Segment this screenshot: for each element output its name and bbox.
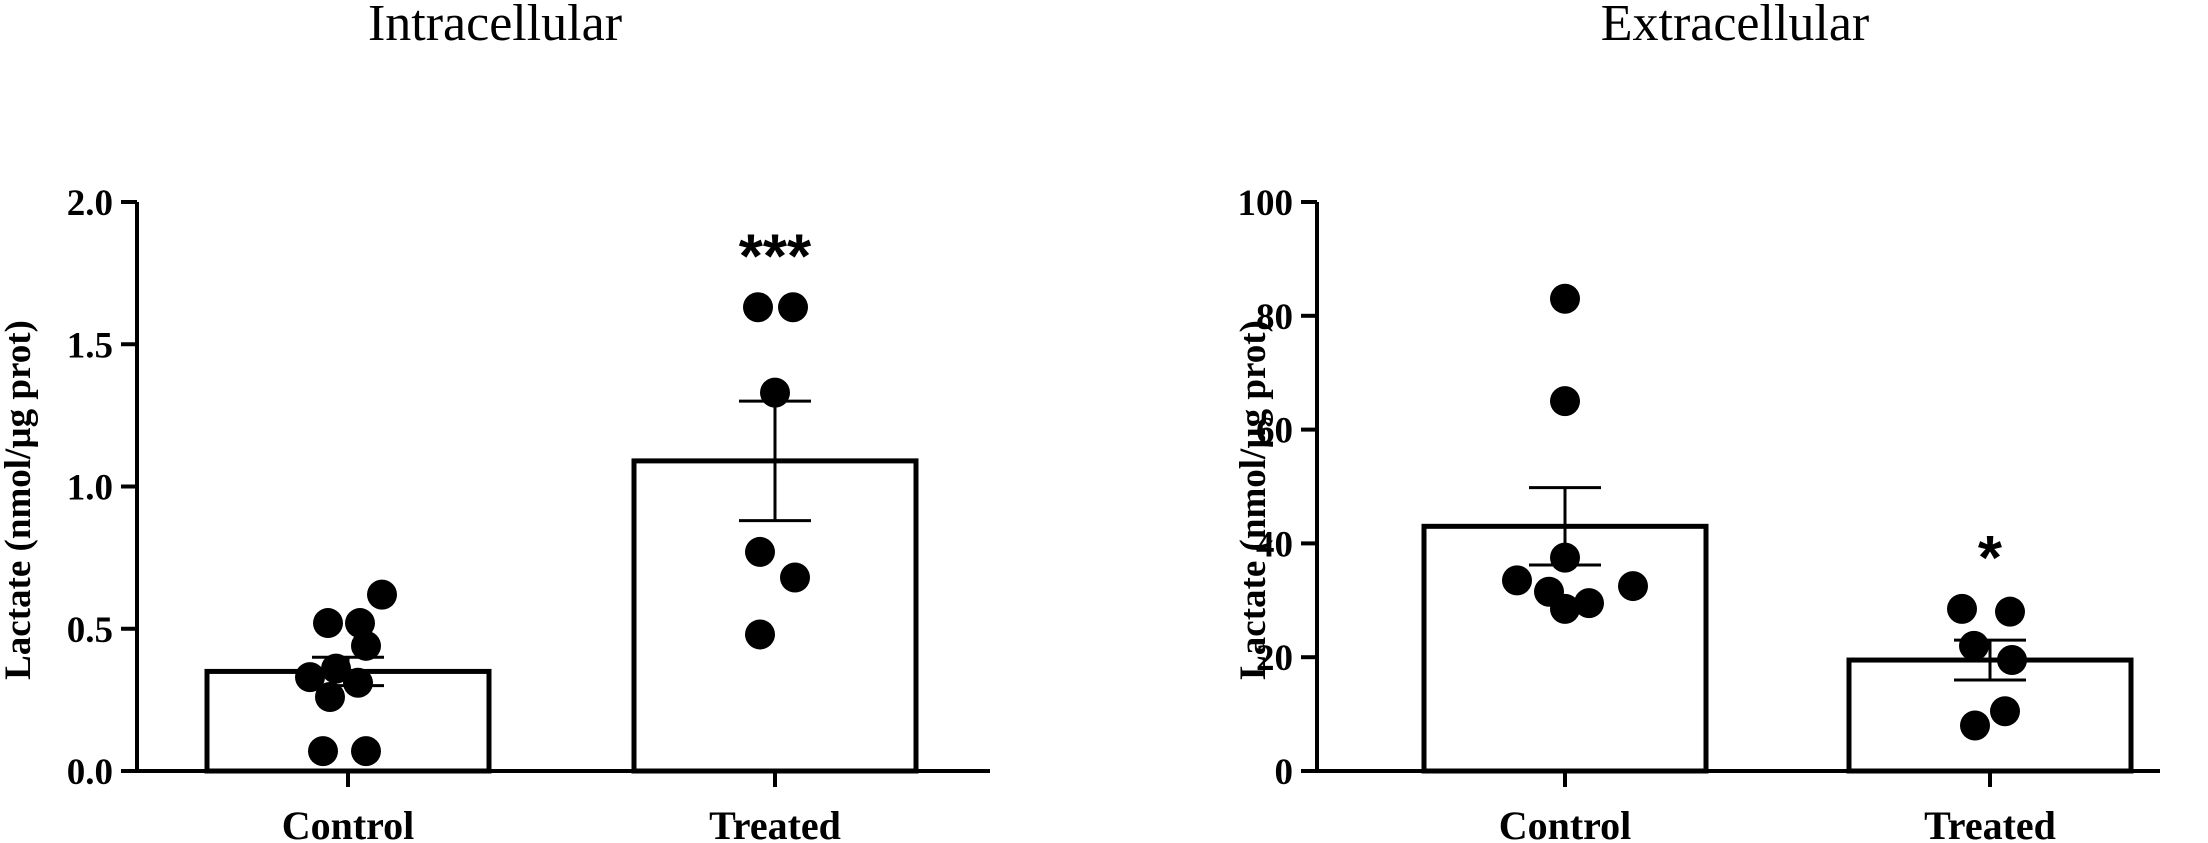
y-tick-label: 1.0 <box>67 468 113 509</box>
data-point <box>1574 588 1604 619</box>
data-point <box>1550 283 1580 314</box>
category-label: Control <box>1499 803 1632 843</box>
data-point <box>778 292 808 323</box>
data-point <box>308 736 338 767</box>
category-label: Treated <box>709 803 841 843</box>
data-point <box>1990 696 2020 727</box>
intracellular-panel: Intracellular Lactate (nmol/µg prot) 0.0… <box>0 0 990 843</box>
data-point <box>315 682 345 713</box>
y-tick-label: 2.0 <box>67 183 113 224</box>
data-point <box>367 579 397 610</box>
data-point <box>760 377 790 408</box>
data-point <box>1960 710 1990 741</box>
data-point <box>1618 571 1648 602</box>
y-axis-label: Lactate (nmol/µg prot) <box>1233 320 1274 680</box>
data-point <box>1550 542 1580 573</box>
data-point <box>351 736 381 767</box>
data-point <box>780 562 810 593</box>
data-point <box>1995 596 2025 627</box>
significance-marker: *** <box>739 222 812 291</box>
data-points <box>295 292 810 767</box>
data-point <box>1550 593 1580 624</box>
y-tick-label: 0.0 <box>67 752 113 793</box>
data-point <box>1550 386 1580 417</box>
data-point <box>313 608 343 639</box>
category-label: Control <box>282 803 415 843</box>
y-tick-label: 80 <box>1256 297 1293 338</box>
data-point <box>321 653 351 684</box>
data-point <box>1502 565 1532 596</box>
significance-marker: * <box>1978 524 2003 593</box>
data-points <box>1502 283 2027 741</box>
extracellular-panel: Extracellular Lactate (nmol/µg prot) 0 20… <box>1233 0 2160 843</box>
bar <box>1421 523 1709 774</box>
data-point <box>295 662 325 693</box>
y-tick-label: 1.5 <box>67 325 113 366</box>
data-point <box>745 619 775 650</box>
data-point <box>1959 630 1989 661</box>
y-axis-label: Lactate (nmol/µg prot) <box>0 320 39 680</box>
data-point <box>351 630 381 661</box>
data-point <box>745 536 775 567</box>
data-point <box>743 292 773 323</box>
bars <box>1421 523 2134 774</box>
y-tick-label: 100 <box>1238 183 1294 224</box>
data-point <box>343 667 373 698</box>
y-tick-label: 0 <box>1275 752 1294 793</box>
bars <box>204 458 919 774</box>
tick-labels: 0.0 0.5 1.0 1.5 2.0 Control Treated *** <box>67 183 841 843</box>
chart-title: Intracellular <box>368 0 622 52</box>
chart-title: Extracellular <box>1601 0 1870 52</box>
category-label: Treated <box>1924 803 2056 843</box>
data-point <box>345 608 375 639</box>
tick-labels: 0 20 40 60 80 100 Control Treated * <box>1238 183 2056 843</box>
data-point <box>1947 593 1977 624</box>
data-point <box>1997 645 2027 676</box>
y-tick-label: 40 <box>1256 524 1293 565</box>
y-tick-label: 20 <box>1256 638 1293 679</box>
y-tick-label: 0.5 <box>67 610 113 651</box>
y-tick-label: 60 <box>1256 411 1293 452</box>
